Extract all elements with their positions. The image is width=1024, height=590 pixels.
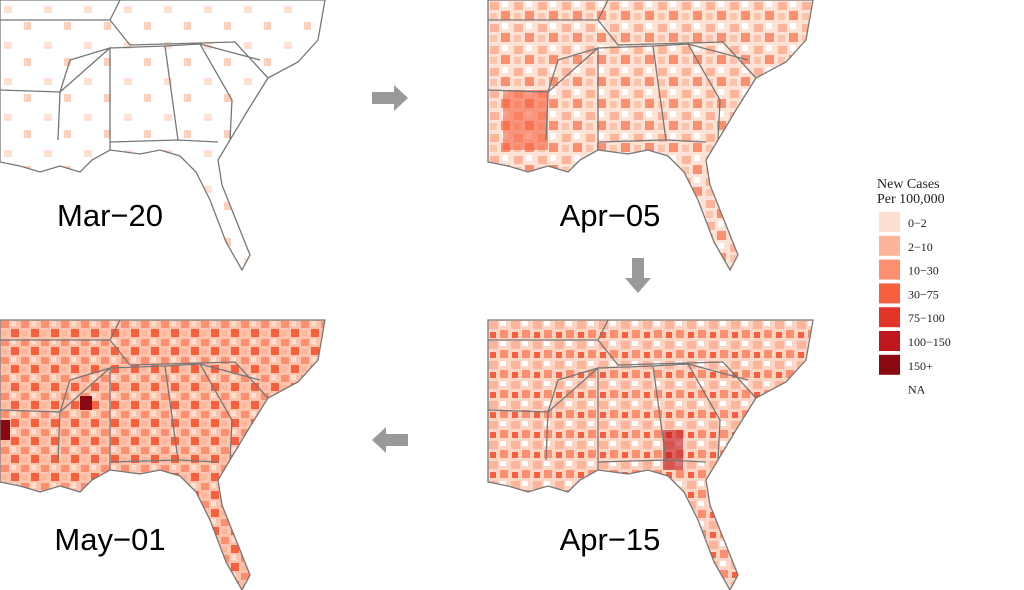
panel-label: May−01 xyxy=(54,522,165,557)
label-bg xyxy=(0,515,175,560)
arrow-left xyxy=(372,427,408,453)
label-bg xyxy=(540,190,690,235)
legend-label: 30−75 xyxy=(908,287,939,301)
legend-label: 100−150 xyxy=(908,335,951,349)
legend-label: 0−2 xyxy=(908,216,927,230)
panel-label: Apr−05 xyxy=(560,198,661,233)
legend-label: 10−30 xyxy=(908,264,939,278)
legend-swatch xyxy=(879,212,900,232)
legend-label: NA xyxy=(908,383,926,397)
label-bg xyxy=(540,515,690,560)
arrow-right xyxy=(372,85,408,111)
legend-swatch xyxy=(879,235,900,256)
legend-swatch xyxy=(879,283,900,304)
panel-label: Apr−15 xyxy=(560,522,661,557)
legend-swatch xyxy=(879,331,900,351)
legend-swatch xyxy=(879,378,900,399)
legend-title: Per 100,000 xyxy=(877,192,945,207)
legend-swatch xyxy=(879,259,900,280)
legend-label: 150+ xyxy=(908,359,933,373)
label-bg xyxy=(0,190,175,235)
legend-swatch xyxy=(879,354,900,375)
legend-swatch xyxy=(879,307,900,328)
panel-label: Mar−20 xyxy=(57,198,163,233)
legend: New Cases Per 100,000 0−2 2−10 10−30 30−75 7… xyxy=(877,177,951,399)
legend-label: 2−10 xyxy=(908,240,933,254)
arrow-down xyxy=(625,258,651,293)
legend-label: 75−100 xyxy=(908,311,945,325)
legend-title: New Cases xyxy=(877,177,940,192)
